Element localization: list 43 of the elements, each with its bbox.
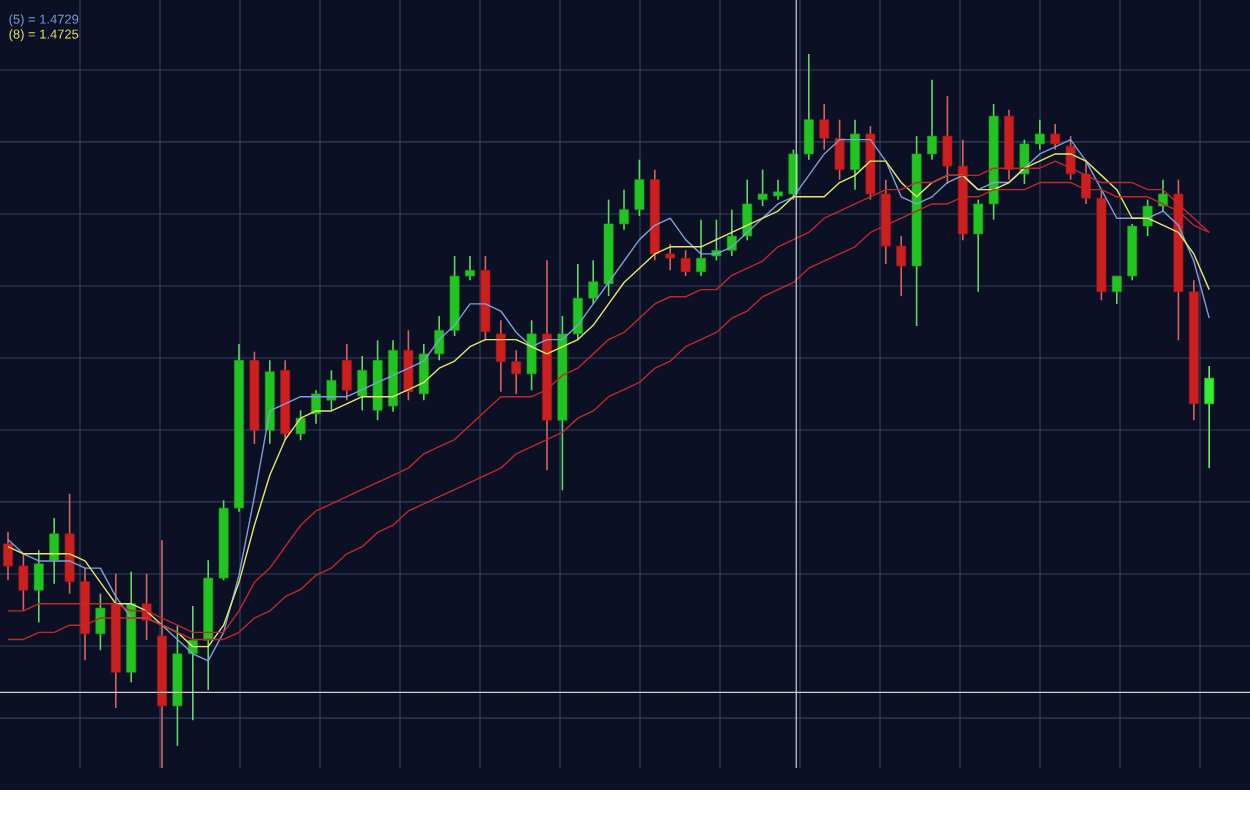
candlestick bbox=[834, 118, 845, 181]
candlestick bbox=[418, 343, 429, 402]
candlestick bbox=[696, 218, 706, 277]
candlestick bbox=[572, 263, 583, 342]
candlestick bbox=[403, 329, 414, 402]
candlestick bbox=[588, 259, 599, 305]
candlestick bbox=[1050, 123, 1061, 151]
candlestick bbox=[64, 493, 75, 595]
candlestick bbox=[295, 409, 306, 442]
candlestick bbox=[896, 235, 907, 297]
candlestick bbox=[634, 158, 645, 217]
candlestick bbox=[18, 553, 29, 611]
candlestick bbox=[803, 53, 814, 161]
candlestick bbox=[3, 530, 13, 582]
candlestick bbox=[773, 178, 783, 201]
candlestick bbox=[511, 349, 522, 395]
candlestick bbox=[1034, 118, 1045, 151]
candlestick bbox=[326, 369, 337, 412]
candlestick bbox=[495, 319, 506, 393]
candlestick bbox=[850, 118, 860, 191]
candlestick bbox=[33, 549, 44, 624]
candlestick bbox=[357, 355, 368, 412]
candlestick bbox=[619, 188, 629, 231]
candlestick bbox=[757, 168, 768, 207]
candlestick bbox=[1158, 178, 1168, 213]
candlestick bbox=[1019, 138, 1030, 185]
candlestick bbox=[788, 148, 799, 201]
candlestick bbox=[973, 198, 984, 293]
candlestick bbox=[726, 208, 737, 257]
candlestick bbox=[1142, 198, 1153, 237]
candlestick bbox=[680, 249, 691, 277]
candlestick bbox=[1111, 275, 1122, 305]
candlestick bbox=[95, 592, 106, 651]
candlestick bbox=[1204, 365, 1215, 469]
candlestick bbox=[465, 255, 475, 282]
candlestick bbox=[49, 517, 60, 585]
candlestick bbox=[434, 315, 445, 362]
candlestick bbox=[927, 78, 937, 161]
candlestick bbox=[665, 243, 676, 272]
candlestick bbox=[819, 103, 830, 151]
candlestick bbox=[341, 343, 352, 402]
candlestick bbox=[742, 178, 753, 242]
candlestick bbox=[526, 319, 537, 392]
